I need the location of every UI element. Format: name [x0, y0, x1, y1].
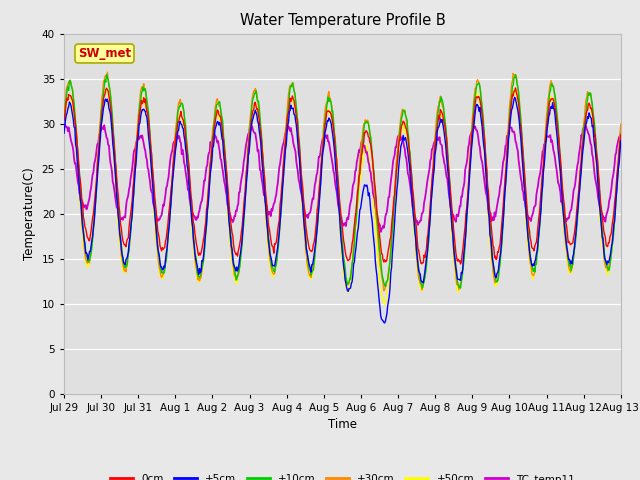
Title: Water Temperature Profile B: Water Temperature Profile B: [239, 13, 445, 28]
Y-axis label: Temperature(C): Temperature(C): [23, 167, 36, 260]
Text: SW_met: SW_met: [78, 47, 131, 60]
Legend: 0cm, +5cm, +10cm, +30cm, +50cm, TC_temp11: 0cm, +5cm, +10cm, +30cm, +50cm, TC_temp1…: [106, 470, 579, 480]
X-axis label: Time: Time: [328, 418, 357, 431]
